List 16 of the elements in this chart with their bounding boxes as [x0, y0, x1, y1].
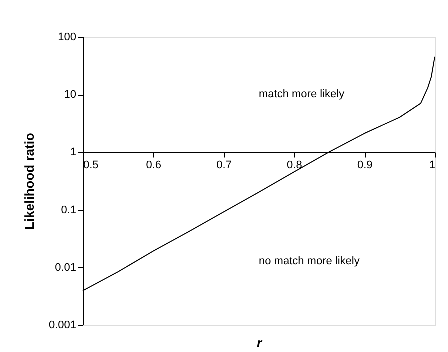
- y-tick-label: 0.001: [48, 320, 76, 332]
- annotation: no match more likely: [259, 256, 360, 268]
- y-tick-label: 0.01: [55, 262, 76, 274]
- x-tick-label: 0.8: [287, 160, 302, 172]
- y-tick-label: 0.1: [61, 204, 76, 216]
- x-tick-label: 0.7: [216, 160, 232, 172]
- y-tick-label: 10: [64, 89, 76, 102]
- x-axis-title: r: [256, 336, 263, 350]
- x-tick-label: 0.9: [357, 160, 373, 172]
- y-tick-label: 100: [58, 32, 76, 44]
- annotation: match more likely: [259, 88, 346, 101]
- y-axis-title: Likelihood ratio: [22, 133, 37, 230]
- x-tick-label: 0.6: [146, 160, 162, 172]
- x-tick-label: 0.5: [84, 160, 99, 172]
- x-tick-label: 1: [429, 160, 436, 172]
- y-tick-label: 1: [70, 146, 76, 159]
